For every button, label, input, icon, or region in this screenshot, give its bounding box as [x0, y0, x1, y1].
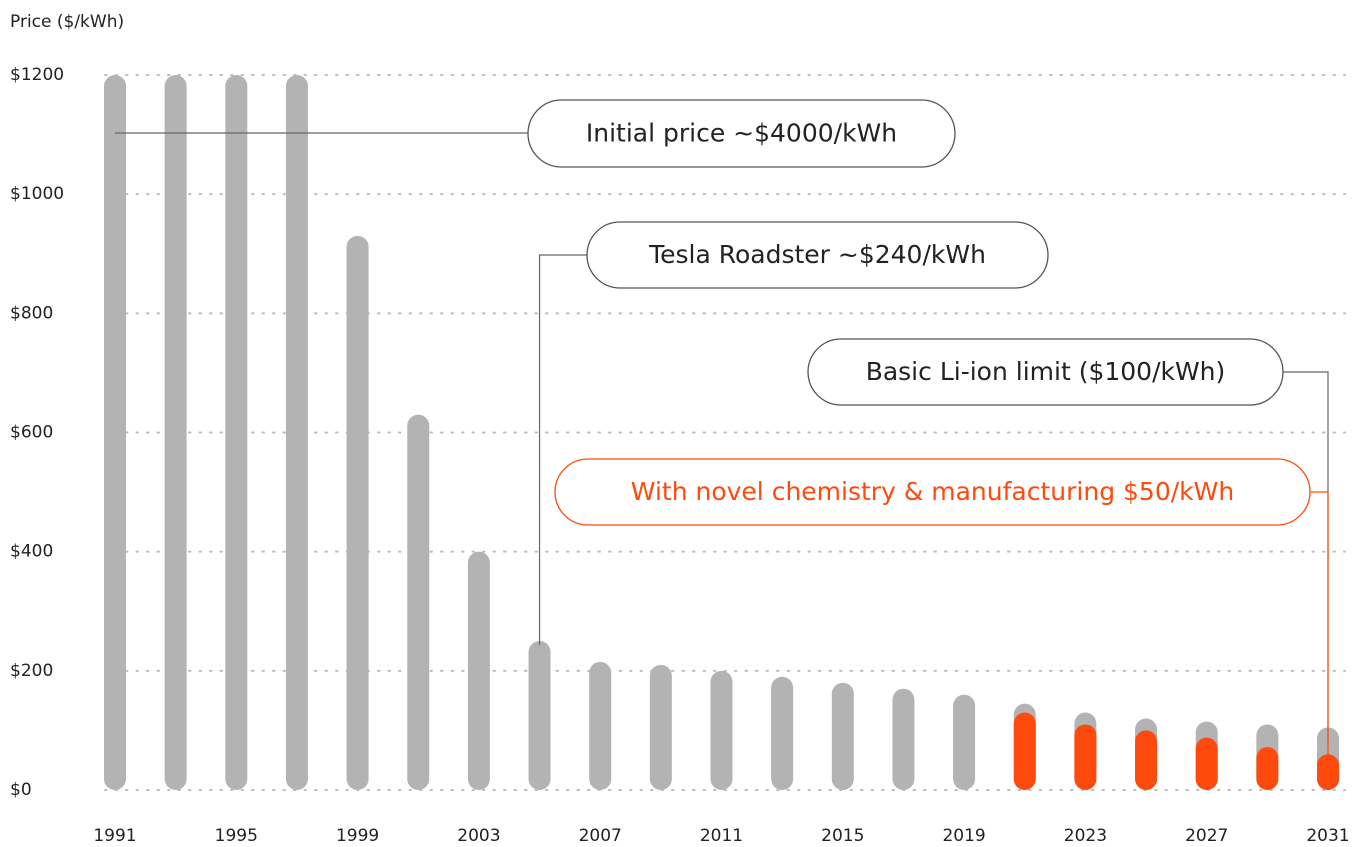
x-tick-label: 2007 [579, 826, 622, 846]
x-tick-label: 2015 [821, 826, 864, 846]
leader-line [538, 254, 587, 646]
bar [467, 551, 490, 790]
leader-line [1283, 371, 1329, 738]
x-tick-label: 1999 [336, 826, 379, 846]
bar [831, 682, 854, 790]
leader-line [1310, 491, 1329, 765]
y-tick-label: $1000 [10, 184, 64, 204]
x-tick-label: 1995 [215, 826, 258, 846]
callout-text: Initial price ~$4000/kWh [586, 119, 897, 148]
bar [953, 694, 976, 790]
bar [1074, 724, 1097, 790]
bar [164, 75, 187, 790]
bar [1013, 712, 1036, 790]
x-tick-label: 2011 [700, 826, 743, 846]
bar [649, 664, 672, 790]
callout-text: Tesla Roadster ~$240/kWh [648, 240, 986, 269]
bar [407, 414, 430, 790]
x-tick-label: 2031 [1306, 826, 1349, 846]
callout-text: Basic Li-ion limit ($100/kWh) [866, 357, 1226, 386]
bar [710, 670, 733, 790]
callout-text: With novel chemistry & manufacturing $50… [631, 477, 1234, 506]
x-tick-label: 2019 [942, 826, 985, 846]
y-tick-label: $800 [10, 303, 53, 323]
bar [285, 75, 308, 790]
callout-box [554, 458, 1311, 526]
x-tick-label: 2027 [1185, 826, 1228, 846]
callout-box [807, 338, 1284, 406]
callout-box [527, 99, 956, 168]
bar [1135, 730, 1158, 790]
y-tick-label: $0 [10, 780, 32, 800]
x-tick-label: 2003 [457, 826, 500, 846]
y-tick-label: $400 [10, 542, 53, 562]
x-tick-label: 2023 [1064, 826, 1107, 846]
y-tick-label: $600 [10, 423, 53, 443]
callout-box [586, 221, 1049, 289]
bar [892, 688, 915, 790]
bar [225, 75, 248, 790]
y-tick-label: $1200 [10, 65, 64, 85]
bar [1195, 737, 1218, 790]
y-tick-label: $200 [10, 661, 53, 681]
bar [589, 661, 612, 790]
x-tick-label: 1991 [93, 826, 136, 846]
bar [1317, 754, 1339, 790]
bar [771, 676, 794, 790]
bar [1256, 747, 1279, 790]
bar [528, 641, 551, 790]
bar [104, 75, 126, 790]
bar [346, 235, 369, 790]
y-axis-label: Price ($/kWh) [10, 12, 124, 32]
